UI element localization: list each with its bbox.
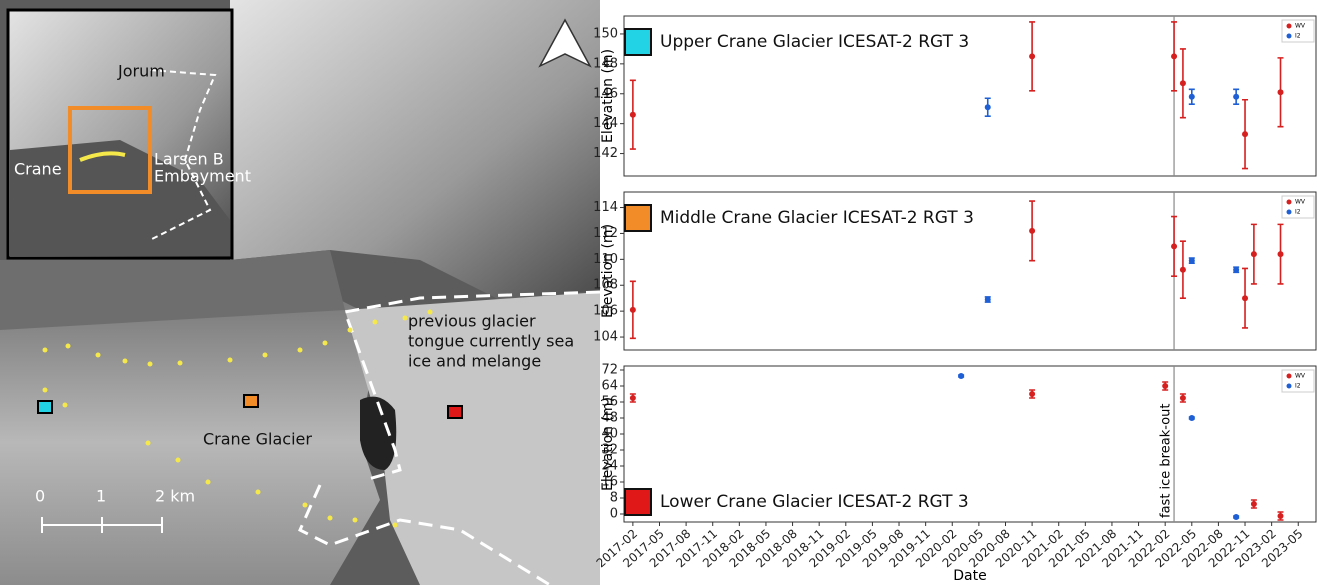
point (1233, 94, 1239, 100)
legend-marker (1287, 34, 1292, 39)
point (1278, 89, 1284, 95)
point (630, 307, 636, 313)
point (630, 112, 636, 118)
point (1029, 53, 1035, 59)
y-tick-label: 114 (593, 200, 618, 215)
point (1278, 251, 1284, 257)
lower-site (448, 406, 462, 418)
point (1171, 53, 1177, 59)
point (985, 104, 991, 110)
point (1180, 267, 1186, 273)
map-note: previous glacier (408, 312, 536, 331)
legend-label: WV (1295, 199, 1306, 206)
dot (96, 353, 101, 358)
point (1189, 94, 1195, 100)
dot (63, 403, 68, 408)
dot (148, 362, 153, 367)
figure: previous glacier tongue currently sea ic… (0, 0, 1319, 585)
point (1233, 514, 1239, 520)
inset-label: Jorum (117, 62, 165, 81)
dot (43, 388, 48, 393)
dot (373, 320, 378, 325)
dot (176, 458, 181, 463)
title-swatch (625, 489, 651, 515)
legend-marker (1287, 200, 1292, 205)
y-axis-label: Elevation (m) (600, 397, 616, 491)
dot (263, 353, 268, 358)
scale-label: 0 (35, 487, 45, 506)
y-axis-label: Elevation (m) (600, 49, 616, 143)
dot (66, 344, 71, 349)
glacier-label: Crane Glacier (203, 430, 312, 449)
legend-label: I2 (1295, 209, 1301, 216)
chart-title: Upper Crane Glacier ICESAT-2 RGT 3 (660, 32, 969, 52)
point (630, 395, 636, 401)
chart-title: Lower Crane Glacier ICESAT-2 RGT 3 (660, 492, 969, 512)
point (1278, 513, 1284, 519)
map-note: tongue currently sea (408, 332, 574, 351)
dot (353, 518, 358, 523)
dot (256, 490, 261, 495)
annotation: fast ice break-out (1159, 404, 1174, 518)
y-tick-label: 0 (610, 507, 618, 522)
dot (206, 480, 211, 485)
title-swatch (625, 205, 651, 231)
point (1029, 228, 1035, 234)
point (1029, 391, 1035, 397)
x-axis-label: Date (953, 568, 986, 584)
legend-label: WV (1295, 373, 1306, 380)
y-tick-label: 142 (593, 146, 618, 161)
point (1251, 251, 1257, 257)
dot (43, 348, 48, 353)
y-tick-label: 150 (593, 26, 618, 41)
dot (146, 441, 151, 446)
legend-label: I2 (1295, 383, 1301, 390)
dot (403, 316, 408, 321)
point (1189, 415, 1195, 421)
inset-label: Embayment (154, 167, 251, 186)
upper-site (38, 401, 52, 413)
dot (123, 359, 128, 364)
inset: Jorum Crane Larsen B Embayment (8, 10, 251, 258)
point (1242, 131, 1248, 137)
point (1233, 267, 1239, 273)
dot (228, 358, 233, 363)
point (1180, 395, 1186, 401)
legend-marker (1287, 210, 1292, 215)
point (1189, 258, 1195, 264)
map-note: ice and melange (408, 352, 541, 371)
scale-label: 2 km (155, 487, 195, 506)
point (1162, 383, 1168, 389)
y-tick-label: 104 (593, 330, 618, 345)
dot (393, 523, 398, 528)
dot (178, 361, 183, 366)
y-tick-label: 72 (601, 363, 618, 378)
legend-label: WV (1295, 23, 1306, 30)
point (1171, 243, 1177, 249)
legend-label: I2 (1295, 33, 1301, 40)
chart-title: Middle Crane Glacier ICESAT-2 RGT 3 (660, 208, 974, 228)
y-tick-label: 8 (610, 491, 618, 506)
dot (348, 328, 353, 333)
middle-site (244, 395, 258, 407)
point (1242, 295, 1248, 301)
legend-marker (1287, 374, 1292, 379)
point (958, 373, 964, 379)
point (1180, 80, 1186, 86)
scale-label: 1 (96, 487, 106, 506)
inset-label: Crane (14, 160, 62, 179)
map: previous glacier tongue currently sea ic… (0, 0, 600, 585)
dot (298, 348, 303, 353)
y-axis-label: Elevation (m) (600, 224, 616, 318)
dot (323, 341, 328, 346)
dot (328, 516, 333, 521)
legend-marker (1287, 24, 1292, 29)
point (1251, 501, 1257, 507)
y-tick-label: 64 (601, 379, 618, 394)
point (985, 296, 991, 302)
dot (303, 503, 308, 508)
title-swatch (625, 29, 651, 55)
legend-marker (1287, 384, 1292, 389)
